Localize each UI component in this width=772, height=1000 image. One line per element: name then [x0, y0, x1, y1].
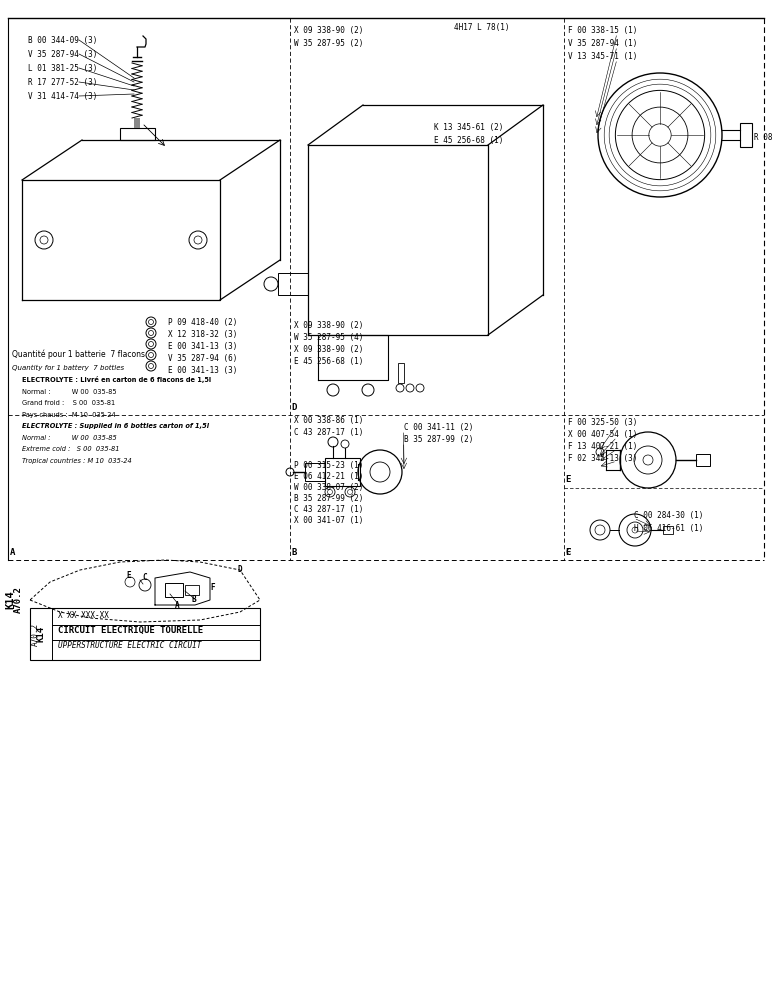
- Bar: [663, 526, 673, 534]
- Text: L 01 381-25 (3): L 01 381-25 (3): [28, 64, 97, 73]
- Text: B: B: [192, 595, 197, 604]
- Text: CIRCUIT ELECTRIQUE TOURELLE: CIRCUIT ELECTRIQUE TOURELLE: [58, 626, 203, 635]
- Text: X 12 318-32 (3): X 12 318-32 (3): [168, 330, 237, 338]
- Text: K14: K14: [36, 626, 46, 642]
- Text: X 00 338-86 (1): X 00 338-86 (1): [294, 416, 364, 425]
- Text: C 00 284-30 (1): C 00 284-30 (1): [634, 511, 703, 520]
- Text: D: D: [237, 565, 242, 574]
- Text: Tropical countries : M 10  035-24: Tropical countries : M 10 035-24: [22, 457, 132, 464]
- Text: X 09 338-90 (2): X 09 338-90 (2): [294, 345, 364, 354]
- Text: B 00 344-09 (3): B 00 344-09 (3): [28, 35, 97, 44]
- Text: X 09 338-90 (2): X 09 338-90 (2): [294, 321, 364, 330]
- Text: C 43 287-17 (1): C 43 287-17 (1): [294, 505, 364, 514]
- Text: V 13 345-71 (1): V 13 345-71 (1): [567, 52, 637, 61]
- Text: Grand froid :    S 00  035-81: Grand froid : S 00 035-81: [22, 400, 115, 406]
- Text: F 00 338-15 (1): F 00 338-15 (1): [567, 26, 637, 35]
- Text: R 08 417-46 (1): R 08 417-46 (1): [754, 133, 772, 142]
- Text: 4H17 L 78(1): 4H17 L 78(1): [454, 23, 509, 32]
- Text: F 13 407-21 (1): F 13 407-21 (1): [567, 442, 637, 451]
- Text: F 02 345-13 (3): F 02 345-13 (3): [567, 454, 637, 463]
- Text: A: A: [10, 548, 15, 557]
- Text: W 00 338-07 (2): W 00 338-07 (2): [294, 483, 364, 492]
- Text: Pays chauds :  M 10  035-24: Pays chauds : M 10 035-24: [22, 412, 116, 418]
- Text: E: E: [566, 476, 571, 485]
- Bar: [305, 463, 325, 481]
- Text: B: B: [292, 548, 297, 557]
- Text: V 35 287-94 (3): V 35 287-94 (3): [28, 49, 97, 58]
- Text: F: F: [566, 548, 571, 557]
- Text: Normal :          W 00  035-85: Normal : W 00 035-85: [22, 434, 117, 440]
- Text: E: E: [126, 571, 130, 580]
- Text: F 00 325-50 (3): F 00 325-50 (3): [567, 418, 637, 427]
- Text: D: D: [292, 403, 297, 412]
- Text: Quantité pour 1 batterie  7 flacons: Quantité pour 1 batterie 7 flacons: [12, 350, 145, 359]
- Text: X XX XXX-XX: X XX XXX-XX: [58, 611, 109, 620]
- Text: E 00 341-13 (3): E 00 341-13 (3): [168, 365, 237, 374]
- Text: P 09 418-40 (2): P 09 418-40 (2): [168, 318, 237, 326]
- Bar: [696, 454, 710, 466]
- Text: K 13 345-61 (2): K 13 345-61 (2): [434, 123, 503, 132]
- Text: C: C: [142, 573, 147, 582]
- Text: V 31 414-74 (3): V 31 414-74 (3): [28, 92, 97, 101]
- Text: H 06 416-61 (1): H 06 416-61 (1): [634, 524, 703, 533]
- Text: B 35 287-99 (2): B 35 287-99 (2): [294, 494, 364, 503]
- Bar: [30, 608, 260, 660]
- Bar: [740, 123, 752, 147]
- Text: E 45 256-68 (1): E 45 256-68 (1): [434, 136, 503, 145]
- Text: R 17 277-52 (3): R 17 277-52 (3): [28, 78, 97, 87]
- Bar: [165, 583, 183, 597]
- Text: A: A: [175, 601, 180, 610]
- Text: C: C: [566, 548, 571, 557]
- Text: E 06 412-21 (1): E 06 412-21 (1): [294, 472, 364, 481]
- Text: UPPERSTRUCTURE ELECTRIC CIRCUIT: UPPERSTRUCTURE ELECTRIC CIRCUIT: [58, 641, 201, 650]
- Text: A70.2: A70.2: [31, 622, 39, 646]
- Bar: [185, 585, 199, 595]
- Bar: [134, 118, 140, 128]
- Bar: [398, 363, 404, 383]
- Text: A70.2: A70.2: [13, 587, 22, 613]
- Bar: [120, 128, 155, 140]
- Text: X 00 407-54 (1): X 00 407-54 (1): [567, 430, 637, 439]
- Bar: [325, 458, 360, 486]
- Text: C 43 287-17 (1): C 43 287-17 (1): [294, 428, 364, 437]
- Text: P 00 315-23 (1): P 00 315-23 (1): [294, 461, 364, 470]
- Text: E 45 256-68 (1): E 45 256-68 (1): [294, 357, 364, 366]
- Text: ELECTROLYTE : Livré en carton de 6 flacons de 1,5l: ELECTROLYTE : Livré en carton de 6 flaco…: [22, 376, 211, 383]
- Bar: [278, 273, 308, 295]
- Text: E 00 341-13 (3): E 00 341-13 (3): [168, 342, 237, 351]
- Text: V 35 287-94 (1): V 35 287-94 (1): [567, 39, 637, 48]
- Text: Quantity for 1 battery  7 bottles: Quantity for 1 battery 7 bottles: [12, 365, 124, 371]
- Text: W 35 287-95 (4): W 35 287-95 (4): [294, 333, 364, 342]
- Text: F: F: [210, 583, 215, 592]
- Text: C 00 341-11 (2): C 00 341-11 (2): [404, 423, 473, 432]
- Text: ELECTROLYTE : Supplied in 6 bottles carton of 1,5l: ELECTROLYTE : Supplied in 6 bottles cart…: [22, 423, 209, 429]
- Text: B 35 287-99 (2): B 35 287-99 (2): [404, 435, 473, 444]
- Text: X 00 341-07 (1): X 00 341-07 (1): [294, 516, 364, 525]
- Text: K14: K14: [5, 591, 15, 609]
- Text: V 35 287-94 (6): V 35 287-94 (6): [168, 354, 237, 362]
- Text: Extreme cold :   S 00  035-81: Extreme cold : S 00 035-81: [22, 446, 120, 452]
- Text: W 35 287-95 (2): W 35 287-95 (2): [294, 39, 364, 48]
- Text: Normal :          W 00  035-85: Normal : W 00 035-85: [22, 388, 117, 394]
- Text: X 09 338-90 (2): X 09 338-90 (2): [294, 26, 364, 35]
